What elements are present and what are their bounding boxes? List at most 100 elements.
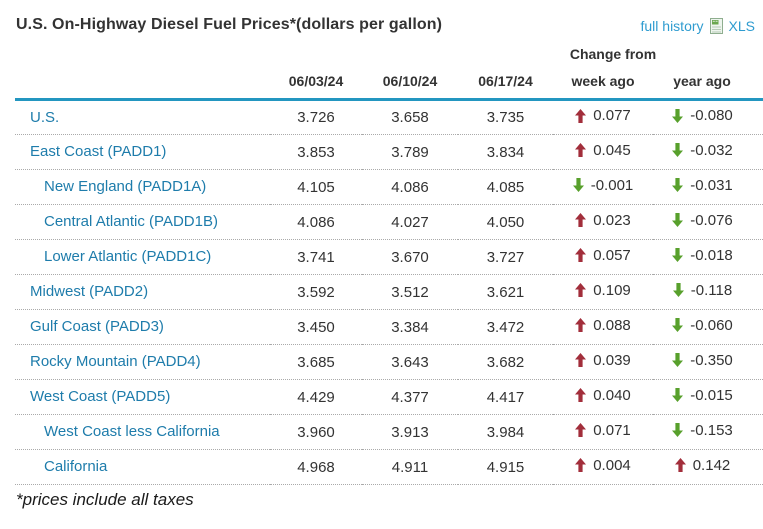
year-ago-change-cell: -0.015: [653, 380, 763, 415]
region-label[interactable]: West Coast (PADD5): [30, 388, 171, 405]
xls-link[interactable]: XLS: [728, 18, 755, 34]
down-arrow-icon: [672, 318, 684, 333]
week-ago-change-value: 0.023: [593, 211, 631, 229]
week-ago-change-value: 0.045: [593, 141, 631, 159]
up-arrow-icon: [674, 458, 686, 473]
week-ago-change-cell: 0.004: [553, 450, 653, 485]
down-arrow-icon: [672, 353, 684, 368]
up-arrow-icon: [575, 458, 587, 473]
week-ago-change-value: 0.071: [593, 421, 631, 439]
price-value: 3.984: [486, 423, 525, 441]
week-ago-change-cell: 0.045: [553, 135, 653, 170]
up-arrow-icon: [575, 318, 587, 333]
region-label[interactable]: Rocky Mountain (PADD4): [30, 353, 201, 370]
region-label[interactable]: East Coast (PADD1): [30, 143, 167, 160]
year-ago-change-value: -0.031: [690, 176, 733, 194]
up-arrow-icon: [575, 143, 587, 158]
xls-spreadsheet-icon[interactable]: [709, 18, 724, 34]
year-ago-change-value: -0.032: [690, 141, 733, 159]
price-value: 3.853: [297, 143, 335, 161]
week-ago-change-cell: 0.057: [553, 240, 653, 275]
price-value: 4.085: [486, 178, 525, 196]
week-ago-change-value: -0.001: [590, 176, 634, 194]
year-ago-change-value: -0.076: [690, 211, 733, 229]
taxes-footnote: *prices include all taxes: [16, 490, 194, 509]
week-ago-change-value: 0.109: [593, 281, 631, 299]
table-row: U.S. 3.726 3.658 3.735 0.077 -0.080: [15, 100, 763, 135]
region-label[interactable]: New England (PADD1A): [44, 178, 207, 195]
price-value: 3.834: [486, 143, 525, 161]
table-row: West Coast (PADD5) 4.429 4.377 4.417 0.0…: [15, 380, 763, 415]
export-links: full history XLS: [640, 18, 755, 34]
price-value: 4.915: [486, 458, 525, 476]
price-value: 4.027: [391, 213, 429, 231]
price-value: 3.741: [297, 248, 335, 266]
region-label[interactable]: Central Atlantic (PADD1B): [44, 213, 218, 230]
region-label[interactable]: Gulf Coast (PADD3): [30, 318, 164, 335]
price-value: 4.968: [297, 458, 335, 476]
year-ago-change-cell: -0.118: [653, 275, 763, 310]
table-row: Central Atlantic (PADD1B) 4.086 4.027 4.…: [15, 205, 763, 240]
table-row: West Coast less California 3.960 3.913 3…: [15, 415, 763, 450]
region-label[interactable]: Lower Atlantic (PADD1C): [44, 248, 212, 265]
region-label[interactable]: U.S.: [30, 108, 60, 126]
price-value: 3.512: [391, 283, 429, 301]
region-label[interactable]: California: [44, 458, 108, 475]
down-arrow-icon: [672, 178, 684, 193]
year-ago-change-cell: -0.076: [653, 205, 763, 240]
region-label[interactable]: West Coast less California: [44, 423, 220, 440]
page-title: U.S. On-Highway Diesel Fuel Prices*(doll…: [16, 16, 443, 33]
week-ago-change-cell: 0.109: [553, 275, 653, 310]
down-arrow-icon: [672, 388, 684, 403]
price-value: 4.086: [391, 178, 429, 196]
down-arrow-icon: [672, 423, 684, 438]
price-value: 3.726: [297, 109, 335, 126]
table-row: California 4.968 4.911 4.915 0.004 0.142: [15, 450, 763, 485]
year-ago-header: year ago: [673, 73, 731, 89]
up-arrow-icon: [575, 248, 587, 263]
table-row: Midwest (PADD2) 3.592 3.512 3.621 0.109 …: [15, 275, 763, 310]
week-ago-change-cell: 0.039: [553, 345, 653, 380]
table-row: Gulf Coast (PADD3) 3.450 3.384 3.472 0.0…: [15, 310, 763, 345]
week-ago-change-value: 0.004: [593, 456, 631, 474]
price-value: 3.789: [391, 143, 429, 161]
date-column-header-3: 06/17/24: [478, 73, 533, 89]
price-value: 3.670: [391, 248, 429, 266]
date-column-header-2: 06/10/24: [382, 73, 438, 89]
year-ago-change-cell: -0.153: [653, 415, 763, 450]
week-ago-change-value: 0.088: [593, 316, 631, 334]
week-ago-change-value: 0.077: [593, 107, 631, 125]
price-value: 3.658: [391, 109, 429, 126]
year-ago-change-value: -0.015: [690, 386, 733, 404]
year-ago-change-cell: -0.080: [653, 100, 763, 135]
price-value: 3.685: [297, 353, 335, 371]
price-value: 4.911: [391, 458, 429, 476]
price-value: 3.960: [297, 423, 335, 441]
change-from-header: Change from: [569, 46, 657, 62]
year-ago-change-value: 0.142: [692, 456, 731, 474]
year-ago-change-value: -0.018: [690, 246, 733, 264]
diesel-prices-table: Change from 06/03/24 06/10/24 06/17/24 w…: [15, 36, 763, 485]
header-bar: U.S. On-Highway Diesel Fuel Prices*(doll…: [15, 0, 763, 34]
price-value: 3.643: [391, 353, 429, 371]
down-arrow-icon: [572, 178, 584, 193]
up-arrow-icon: [575, 213, 587, 228]
price-value: 3.450: [297, 318, 335, 336]
full-history-link[interactable]: full history: [640, 18, 704, 34]
week-ago-change-cell: -0.001: [553, 170, 653, 205]
year-ago-change-value: -0.350: [690, 351, 733, 369]
year-ago-change-value: -0.118: [690, 281, 733, 299]
region-label[interactable]: Midwest (PADD2): [30, 283, 149, 300]
table-row: East Coast (PADD1) 3.853 3.789 3.834 0.0…: [15, 135, 763, 170]
date-column-header-1: 06/03/24: [288, 73, 344, 89]
week-ago-change-value: 0.057: [593, 246, 631, 264]
price-value: 3.621: [486, 283, 525, 301]
table-row: New England (PADD1A) 4.105 4.086 4.085 -…: [15, 170, 763, 205]
price-value: 4.105: [297, 178, 335, 196]
up-arrow-icon: [575, 388, 587, 403]
year-ago-change-cell: -0.018: [653, 240, 763, 275]
table-row: Rocky Mountain (PADD4) 3.685 3.643 3.682…: [15, 345, 763, 380]
week-ago-change-cell: 0.071: [553, 415, 653, 450]
year-ago-change-cell: 0.142: [653, 450, 763, 485]
down-arrow-icon: [672, 283, 684, 298]
